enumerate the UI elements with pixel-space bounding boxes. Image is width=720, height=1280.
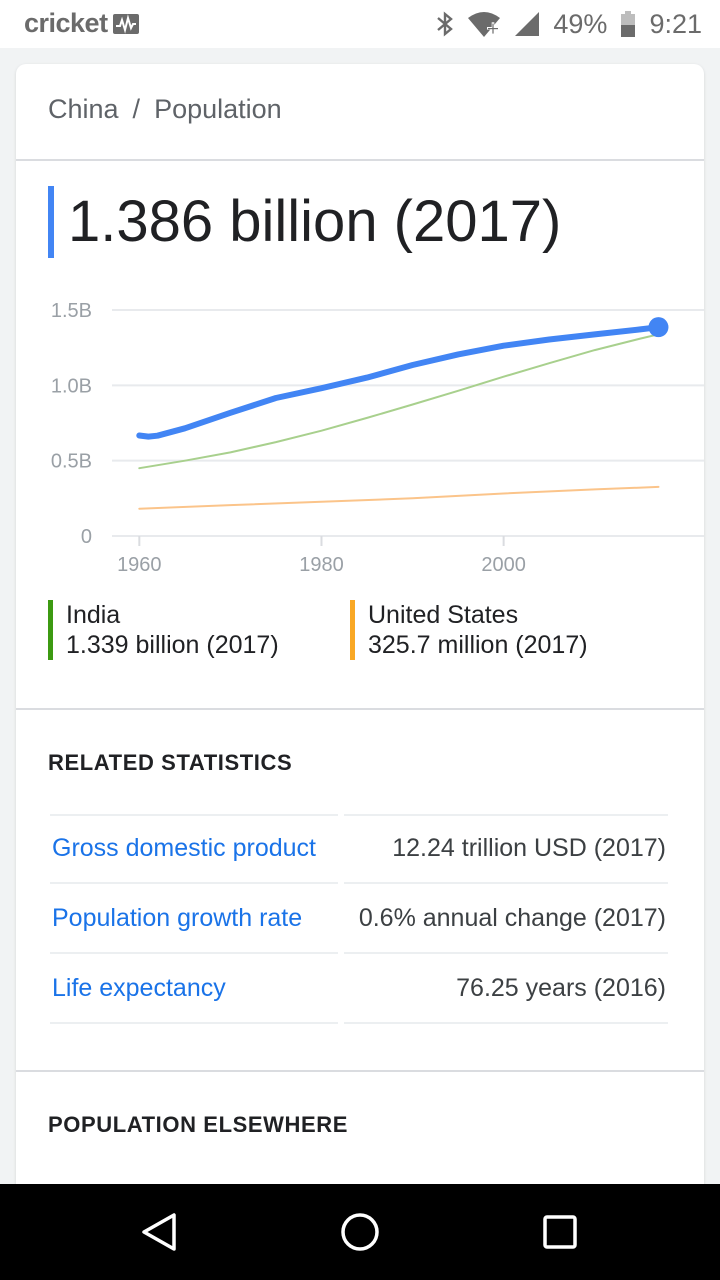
row-divider <box>344 814 668 816</box>
population-elsewhere-title: POPULATION ELSEWHERE <box>48 1112 349 1137</box>
carrier-logo-icon <box>112 13 139 34</box>
headline-accent-bar <box>48 186 54 258</box>
stat-link-life-expectancy[interactable]: Life expectancy <box>52 974 226 1002</box>
table-row[interactable]: Life expectancy 76.25 years (2016) <box>50 954 672 1024</box>
population-chart[interactable]: 0 0.5B 1.0B 1.5B 1960 1980 2000 <box>16 286 704 586</box>
y-tick-label: 0.5B <box>51 451 92 473</box>
divider <box>16 708 704 710</box>
legend-swatch-united-states <box>350 600 355 660</box>
back-triangle-icon[interactable] <box>136 1208 184 1256</box>
row-divider <box>50 814 338 816</box>
series-line-united-states <box>138 485 660 510</box>
home-circle-icon[interactable] <box>336 1208 384 1256</box>
row-divider <box>50 952 338 954</box>
x-tick-label: 1980 <box>299 554 344 576</box>
series-line-china <box>136 324 662 440</box>
related-statistics-table: Gross domestic product 12.24 trillion US… <box>50 814 672 1024</box>
row-divider <box>50 1022 338 1024</box>
system-nav-bar <box>0 1184 720 1280</box>
breadcrumb-country[interactable]: China <box>48 94 119 124</box>
row-divider <box>344 952 668 954</box>
cell-signal-icon <box>515 12 540 36</box>
y-tick-label: 0 <box>81 526 92 548</box>
battery-percent: 49% <box>553 8 608 39</box>
table-row[interactable]: Population growth rate 0.6% annual chang… <box>50 884 672 954</box>
y-tick-label: 1.0B <box>51 375 92 397</box>
breadcrumb-separator: / <box>132 94 141 124</box>
stat-link-gdp[interactable]: Gross domestic product <box>52 834 316 862</box>
breadcrumb-topic: Population <box>154 94 282 124</box>
legend-name-united-states: United States <box>368 601 519 629</box>
legend-value-united-states: 325.7 million (2017) <box>368 631 588 659</box>
x-tick-label: 2000 <box>481 554 526 576</box>
series-line-india <box>138 333 660 470</box>
row-divider <box>50 882 338 884</box>
stat-value-gdp: 12.24 trillion USD (2017) <box>392 834 666 862</box>
x-tick-label: 1960 <box>117 554 162 576</box>
row-divider <box>344 1022 668 1024</box>
recents-square-icon[interactable] <box>536 1208 584 1256</box>
breadcrumb: China / Population <box>48 94 282 125</box>
clock: 9:21 <box>649 8 702 39</box>
wifi-icon <box>468 12 501 37</box>
legend-item-india[interactable]: India 1.339 billion (2017) <box>48 600 279 662</box>
carrier-name: cricket <box>24 8 140 39</box>
headline-value: 1.386 billion (2017) <box>68 189 562 254</box>
carrier-label: cricket <box>24 8 108 38</box>
related-statistics-title: RELATED STATISTICS <box>48 750 293 775</box>
bluetooth-icon <box>437 11 454 37</box>
status-icons: 49% 9:21 <box>435 6 702 42</box>
legend-swatch-india <box>48 600 53 660</box>
divider <box>16 159 704 161</box>
stat-link-growth-rate[interactable]: Population growth rate <box>52 904 303 932</box>
legend-item-united-states[interactable]: United States 325.7 million (2017) <box>350 600 588 662</box>
series-endpoint-china[interactable] <box>648 317 669 338</box>
legend-name-india: India <box>66 601 121 629</box>
battery-icon <box>621 11 636 37</box>
divider <box>16 1070 704 1072</box>
row-divider <box>344 882 668 884</box>
y-tick-label: 1.5B <box>51 300 92 322</box>
stat-value-growth-rate: 0.6% annual change (2017) <box>358 904 666 932</box>
table-row[interactable]: Gross domestic product 12.24 trillion US… <box>50 814 672 884</box>
legend-value-india: 1.339 billion (2017) <box>66 631 279 659</box>
status-bar: cricket 49% 9:21 <box>0 0 720 48</box>
stat-value-life-expectancy: 76.25 years (2016) <box>456 974 666 1002</box>
